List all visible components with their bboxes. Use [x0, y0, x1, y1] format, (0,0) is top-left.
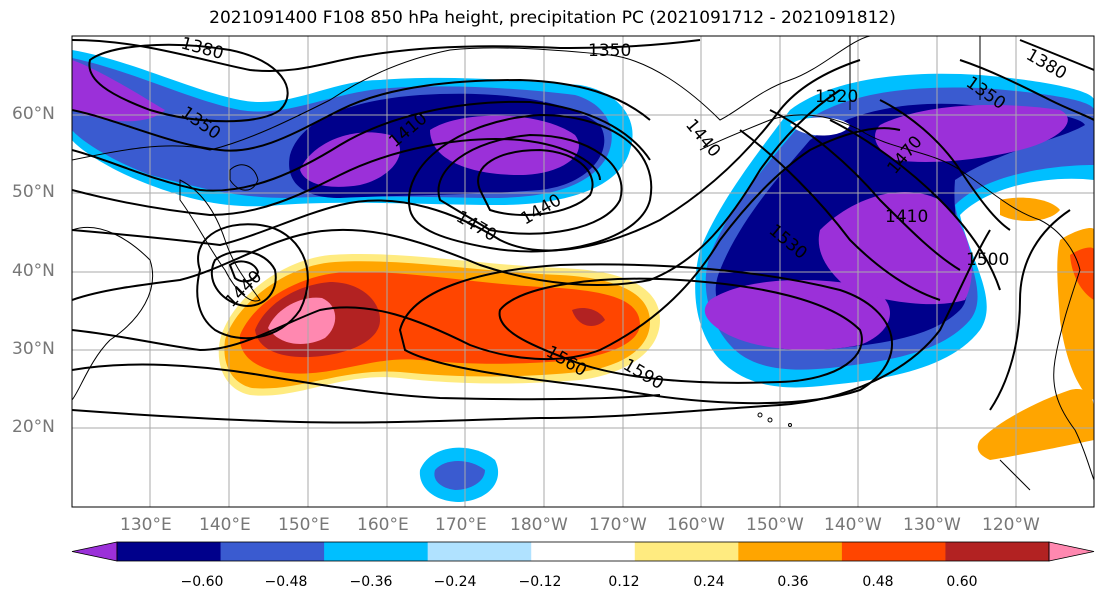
contour-1470-east — [739, 129, 941, 301]
contour-1380-ne — [1019, 39, 1094, 71]
contour-1410-west — [72, 100, 651, 192]
contour-label: 1590 — [620, 355, 667, 394]
lon-label: 130°W — [903, 515, 961, 535]
lon-label: 120°W — [982, 515, 1040, 535]
neg-shade-core-1 — [300, 132, 400, 187]
contour-label: 1320 — [815, 87, 858, 107]
colorbar-segment — [324, 542, 429, 561]
lon-label: 140°E — [199, 515, 251, 535]
lat-label: 60°N — [12, 104, 55, 124]
map-title: 2021091400 F108 850 hPa height, precipit… — [209, 8, 896, 28]
hawaii-1 — [757, 412, 763, 418]
lat-label: 20°N — [12, 417, 55, 437]
colorbar-segment — [738, 542, 843, 561]
colorbar-extend-low — [71, 541, 118, 562]
colorbar-segment — [117, 542, 222, 561]
contour-1590-closed — [498, 277, 863, 384]
contour-1380-west — [88, 43, 289, 123]
lon-label: 170°E — [435, 515, 487, 535]
contour-label: 1500 — [966, 250, 1009, 270]
colorbar-tick-label: −0.48 — [264, 574, 308, 590]
colorbar-tick-label: 0.48 — [862, 574, 894, 590]
na-west-coast — [1053, 269, 1094, 481]
contour-1590-south — [72, 363, 661, 401]
colorbar-tick-label: −0.12 — [518, 574, 562, 590]
pos-shade-na-coast-mid — [1070, 247, 1094, 300]
asia-coast — [72, 226, 154, 401]
lon-label: 140°W — [824, 515, 882, 535]
contour-label: 1470 — [453, 207, 500, 246]
colorbar-segment — [634, 542, 739, 561]
hawaii-2 — [767, 417, 773, 423]
contour-label: 1350 — [588, 41, 631, 61]
contour-na-1 — [989, 209, 1071, 411]
neg-shade-core-2 — [430, 115, 579, 175]
colorbar-tick-label: −0.36 — [349, 574, 393, 590]
contour-label: 1440 — [681, 115, 724, 161]
pos-shade-core — [268, 297, 336, 344]
contour-1410-east — [829, 119, 1001, 291]
colorbar-segment — [531, 542, 636, 561]
lat-label: 40°N — [12, 261, 55, 281]
contour-1350-east — [959, 59, 1094, 121]
neg-shade-south-inner — [434, 461, 485, 490]
neg-shade-east-core-2 — [818, 191, 972, 305]
contour-1440-japan — [210, 250, 277, 307]
colorbar-extend-high — [1048, 541, 1095, 562]
colorbar-segment — [945, 542, 1050, 561]
contour-1350-west — [72, 78, 651, 152]
colorbar-tick-label: −0.24 — [433, 574, 477, 590]
colorbar — [71, 541, 1095, 562]
neg-shade-east-core-3 — [875, 105, 1068, 162]
colorbar-tick-label: 0.24 — [693, 574, 725, 590]
colorbar-tick-label: −0.60 — [180, 574, 224, 590]
colorbar-tick-label: 0.60 — [946, 574, 978, 590]
north-coast — [72, 36, 871, 161]
contour-1380-east — [879, 99, 1011, 231]
alaska-coast — [699, 114, 1081, 271]
lon-label: 180°W — [510, 515, 568, 535]
pos-shade-na-south — [977, 389, 1094, 460]
hawaii-3 — [788, 423, 792, 427]
contour-label: 1410 — [885, 207, 928, 227]
contour-1440-east — [769, 109, 961, 271]
contour-1410-closed — [477, 148, 594, 216]
lat-label: 30°N — [12, 339, 55, 359]
graticule — [72, 36, 1094, 507]
contour-1440-closed — [437, 133, 623, 235]
colorbar-tick-label: 0.12 — [608, 574, 640, 590]
contour-1410-japan — [228, 260, 260, 283]
colorbar-segment — [841, 542, 946, 561]
pos-shade-na-north — [1000, 197, 1060, 222]
lat-label: 50°N — [12, 182, 55, 202]
contour-1470-closed — [407, 113, 653, 253]
contour-1500-mid — [72, 59, 861, 252]
lon-label: 150°W — [746, 515, 804, 535]
contour-1560-closed — [398, 263, 894, 405]
hokkaido-coast — [229, 164, 259, 191]
pos-shade-dark-2 — [572, 308, 605, 326]
shaded-anomalies — [72, 50, 1094, 502]
contour-1440-west — [72, 138, 601, 217]
contour-1560-south — [72, 229, 991, 424]
contour-1530 — [72, 89, 841, 301]
lon-label: 130°E — [120, 515, 172, 535]
baja-coast — [999, 459, 1031, 491]
lon-label: 150°E — [278, 515, 330, 535]
lon-label: 160°W — [667, 515, 725, 535]
colorbar-segment — [427, 542, 532, 561]
contour-1350-north — [72, 39, 701, 72]
japan-coast — [179, 179, 261, 302]
colorbar-segment — [220, 542, 325, 561]
map-frame — [71, 35, 1095, 508]
coastlines — [72, 36, 1094, 491]
lon-label: 160°E — [357, 515, 409, 535]
neg-shade-east-core-1 — [704, 280, 890, 350]
height-contours — [72, 39, 1094, 424]
lon-label: 170°W — [589, 515, 647, 535]
colorbar-frame — [116, 541, 1050, 562]
contour-1470-japan — [196, 223, 309, 340]
colorbar-tick-label: 0.36 — [777, 574, 809, 590]
